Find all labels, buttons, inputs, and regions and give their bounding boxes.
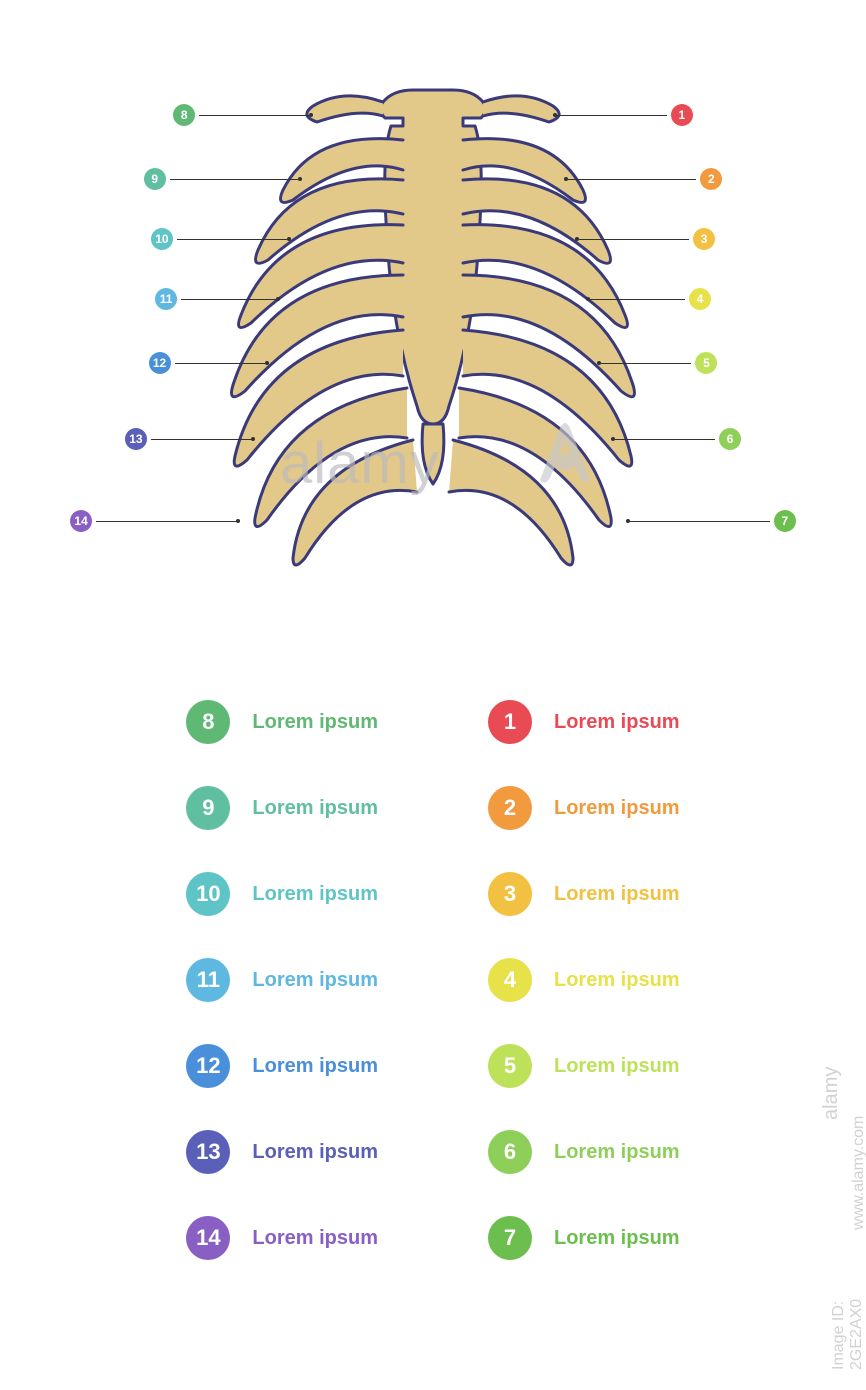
legend-item-3: 3 Lorem ipsum [488, 872, 680, 916]
callout-dot [251, 437, 255, 441]
legend-label-6: Lorem ipsum [554, 1141, 680, 1164]
legend-label-8: Lorem ipsum [252, 711, 378, 734]
legend-badge-12: 12 [186, 1044, 230, 1088]
callout-11: 11 [151, 288, 280, 310]
callout-dot [236, 519, 240, 523]
legend-label-3: Lorem ipsum [554, 883, 680, 906]
callout-1: 1 [553, 104, 697, 126]
callout-line [177, 239, 287, 240]
legend-item-6: 6 Lorem ipsum [488, 1130, 680, 1174]
legend-item-5: 5 Lorem ipsum [488, 1044, 680, 1088]
callout-line [615, 439, 715, 440]
callout-line [579, 239, 689, 240]
legend-column-left: 8 Lorem ipsum 9 Lorem ipsum 10 Lorem ipsum 11 L… [186, 700, 378, 1260]
ribcage-illustration [223, 80, 643, 580]
callout-14: 14 [66, 510, 240, 532]
callout-badge-11: 11 [155, 288, 177, 310]
legend-label-2: Lorem ipsum [554, 797, 680, 820]
legend-label-9: Lorem ipsum [252, 797, 378, 820]
callout-badge-14: 14 [70, 510, 92, 532]
callout-dot [265, 361, 269, 365]
legend-item-11: 11 Lorem ipsum [186, 958, 378, 1002]
callout-line [630, 521, 770, 522]
callout-13: 13 [121, 428, 255, 450]
callout-line [175, 363, 265, 364]
legend-label-7: Lorem ipsum [554, 1227, 680, 1250]
callout-2: 2 [564, 168, 726, 190]
callout-9: 9 [140, 168, 302, 190]
legend-item-1: 1 Lorem ipsum [488, 700, 680, 744]
legend-label-1: Lorem ipsum [554, 711, 680, 734]
callout-badge-1: 1 [671, 104, 693, 126]
callout-5: 5 [597, 352, 721, 374]
legend-label-4: Lorem ipsum [554, 969, 680, 992]
legend-item-9: 9 Lorem ipsum [186, 786, 378, 830]
legend-badge-13: 13 [186, 1130, 230, 1174]
legend-badge-5: 5 [488, 1044, 532, 1088]
legend-badge-2: 2 [488, 786, 532, 830]
legend-item-13: 13 Lorem ipsum [186, 1130, 378, 1174]
legend-badge-4: 4 [488, 958, 532, 1002]
callout-badge-6: 6 [719, 428, 741, 450]
callout-badge-8: 8 [173, 104, 195, 126]
callout-badge-3: 3 [693, 228, 715, 250]
callout-line [590, 299, 685, 300]
legend-badge-9: 9 [186, 786, 230, 830]
callout-badge-4: 4 [689, 288, 711, 310]
callout-line [568, 179, 696, 180]
legend-item-7: 7 Lorem ipsum [488, 1216, 680, 1260]
callout-dot [287, 237, 291, 241]
callout-12: 12 [145, 352, 269, 374]
legend-column-right: 1 Lorem ipsum 2 Lorem ipsum 3 Lorem ipsum 4 Lor… [488, 700, 680, 1260]
callout-badge-13: 13 [125, 428, 147, 450]
legend-label-13: Lorem ipsum [252, 1141, 378, 1164]
callout-dot [298, 177, 302, 181]
legend-item-4: 4 Lorem ipsum [488, 958, 680, 1002]
callout-line [170, 179, 298, 180]
legend-label-12: Lorem ipsum [252, 1055, 378, 1078]
legend-item-2: 2 Lorem ipsum [488, 786, 680, 830]
legend-badge-3: 3 [488, 872, 532, 916]
legend-badge-10: 10 [186, 872, 230, 916]
callout-line [601, 363, 691, 364]
callout-badge-9: 9 [144, 168, 166, 190]
callout-4: 4 [586, 288, 715, 310]
legend-badge-8: 8 [186, 700, 230, 744]
legend-badge-7: 7 [488, 1216, 532, 1260]
callout-badge-2: 2 [700, 168, 722, 190]
legend-item-8: 8 Lorem ipsum [186, 700, 378, 744]
callout-line [181, 299, 276, 300]
legend-item-14: 14 Lorem ipsum [186, 1216, 378, 1260]
callout-dot [276, 297, 280, 301]
watermark-image-id: Image ID: 2GE2AX0 [830, 1299, 866, 1370]
callout-dot [309, 113, 313, 117]
legend-badge-14: 14 [186, 1216, 230, 1260]
legend-label-5: Lorem ipsum [554, 1055, 680, 1078]
legend-badge-1: 1 [488, 700, 532, 744]
callout-3: 3 [575, 228, 719, 250]
callout-line [96, 521, 236, 522]
legend-item-10: 10 Lorem ipsum [186, 872, 378, 916]
legend: 8 Lorem ipsum 9 Lorem ipsum 10 Lorem ipsum 11 L… [0, 700, 866, 1260]
legend-label-11: Lorem ipsum [252, 969, 378, 992]
legend-label-14: Lorem ipsum [252, 1227, 378, 1250]
callout-8: 8 [169, 104, 313, 126]
callout-line [199, 115, 309, 116]
callout-line [557, 115, 667, 116]
callout-line [151, 439, 251, 440]
diagram-area: 1234567891011121314 [0, 70, 866, 630]
callout-10: 10 [147, 228, 291, 250]
callout-badge-5: 5 [695, 352, 717, 374]
callout-badge-7: 7 [774, 510, 796, 532]
callout-badge-10: 10 [151, 228, 173, 250]
callout-badge-12: 12 [149, 352, 171, 374]
legend-badge-11: 11 [186, 958, 230, 1002]
legend-label-10: Lorem ipsum [252, 883, 378, 906]
callout-7: 7 [626, 510, 800, 532]
legend-item-12: 12 Lorem ipsum [186, 1044, 378, 1088]
legend-badge-6: 6 [488, 1130, 532, 1174]
callout-6: 6 [611, 428, 745, 450]
